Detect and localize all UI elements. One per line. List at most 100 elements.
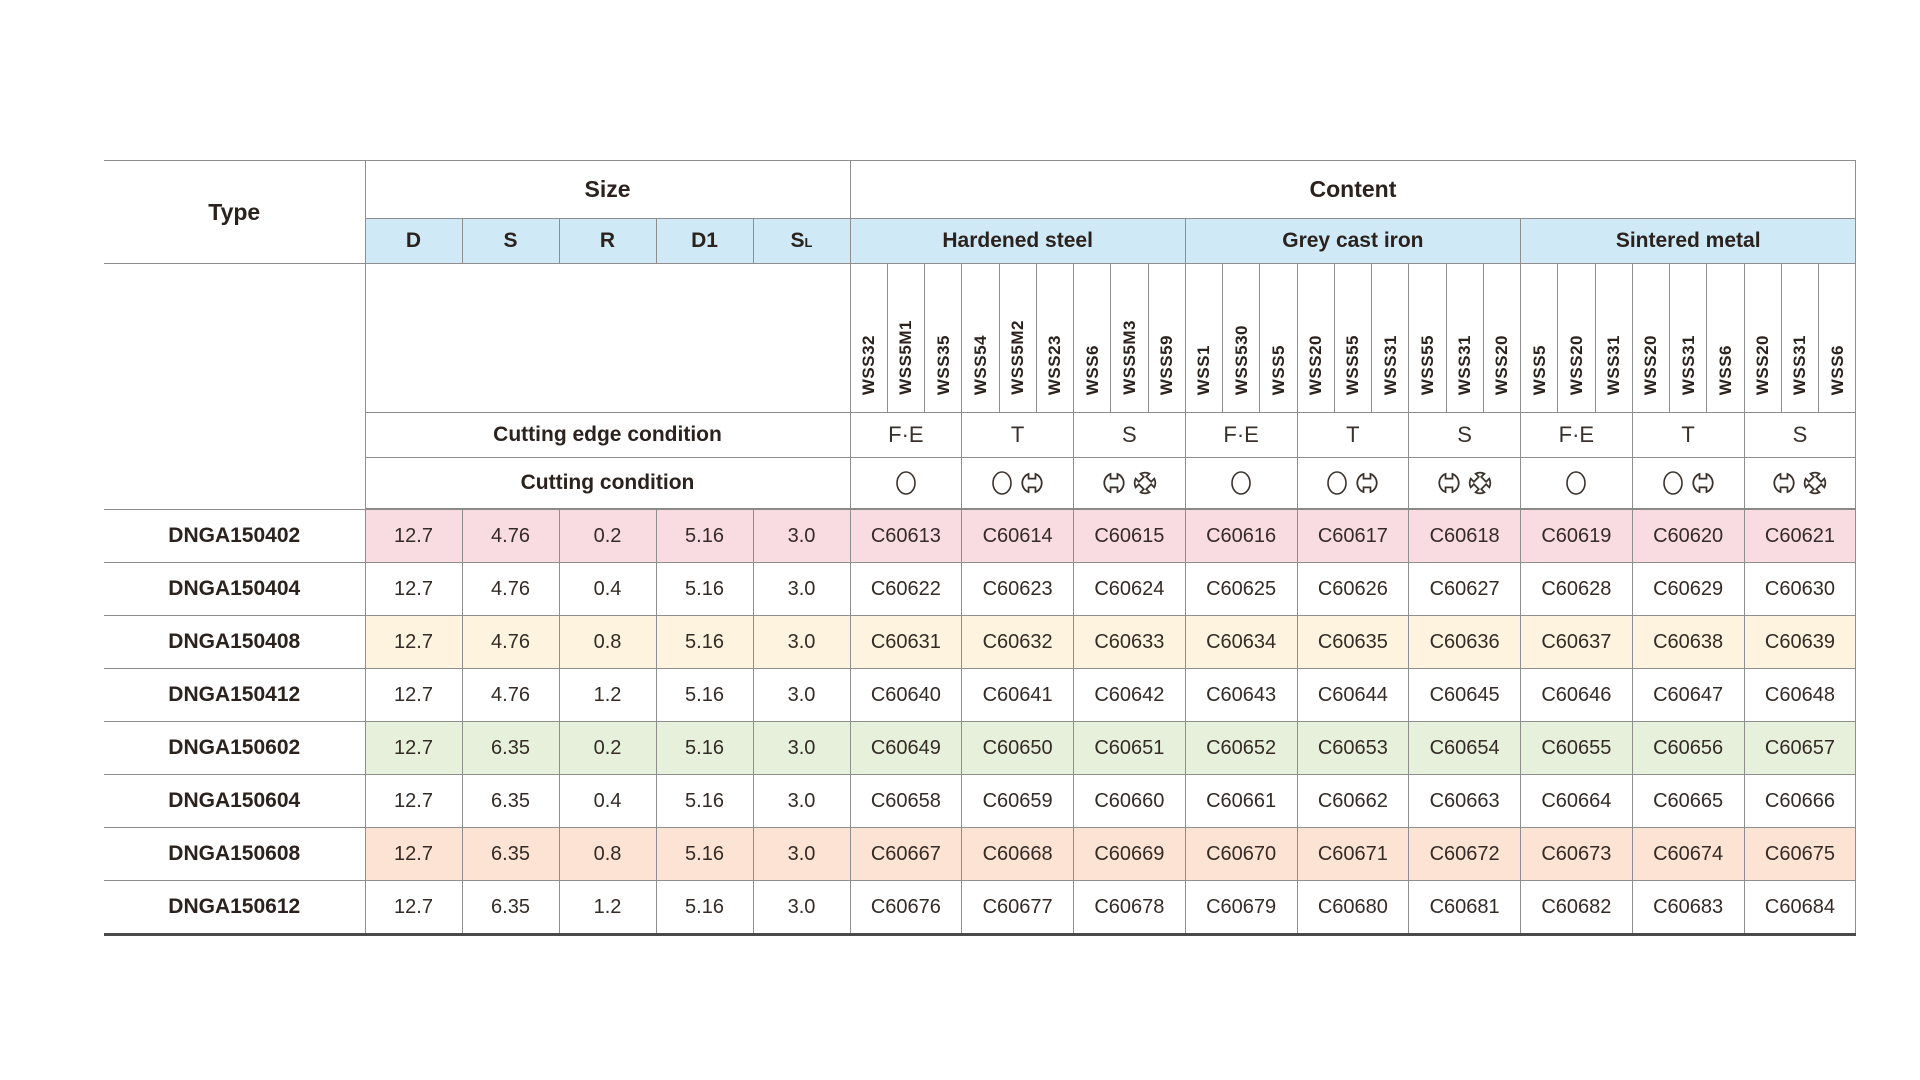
order-code-cell: C60641 [961,668,1074,722]
order-code-cell: C60647 [1631,668,1745,722]
order-code-cell: C60620 [1631,508,1745,563]
size-d-cell: 12.7 [364,880,463,936]
wss-grade-header: WSS54 [961,263,1000,413]
wss-grade-header: WSS20 [1296,263,1335,413]
order-code-cell: C60678 [1073,880,1186,936]
size-d1-cell: 5.16 [655,774,754,828]
type-column-spacer [104,263,366,509]
order-code-cell: C60679 [1184,880,1298,936]
continuous-cut-icon [1229,469,1253,497]
size-d1-cell: 5.16 [655,615,754,669]
wss-grade-header: WSS20 [1482,263,1522,413]
heavily-interrupted-cut-icon [1467,470,1493,496]
col-header-sl: SL [752,218,851,264]
size-d-cell: 12.7 [364,668,463,722]
wss-grade-header: WSS6 [1072,263,1112,413]
wss-grade-header: WSS59 [1147,263,1186,413]
order-code-cell: C60656 [1631,721,1745,775]
order-code-cell: C60619 [1520,508,1633,563]
type-cell: DNGA150602 [104,721,366,775]
size-sl-cell: 3.0 [752,508,851,563]
wss-grade-header: WSS5 [1519,263,1559,413]
order-code-cell: C60657 [1743,721,1857,775]
size-d1-cell: 5.16 [655,668,754,722]
spec-table: Type Size Content D S R D1 SL Hardened s… [104,160,1857,936]
order-code-cell: C60658 [849,774,963,828]
continuous-cut-icon [1325,469,1349,497]
order-code-cell: C60672 [1408,827,1521,881]
size-r-cell: 1.2 [558,668,657,722]
size-sl-cell: 3.0 [752,880,851,936]
order-code-cell: C60671 [1296,827,1410,881]
order-code-cell: C60615 [1073,508,1186,563]
col-header-d1: D1 [655,218,754,264]
order-code-cell: C60644 [1296,668,1410,722]
order-code-cell: C60655 [1520,721,1633,775]
continuous-cut-icon [990,469,1014,497]
wss-grade-header: WSS55 [1408,263,1447,413]
order-code-cell: C60634 [1184,615,1298,669]
order-code-cell: C60676 [849,880,963,936]
order-code-cell: C60663 [1408,774,1521,828]
wss-grade-header: WSS5 [1259,263,1298,413]
type-cell: DNGA150412 [104,668,366,722]
edge-condition-s: S [1743,412,1857,458]
edge-condition-fe: F·E [849,412,963,458]
size-s-cell: 6.35 [461,827,560,881]
order-code-cell: C60630 [1743,562,1857,616]
size-d-cell: 12.7 [364,721,463,775]
group-header-grey-cast-iron: Grey cast iron [1184,218,1522,264]
order-code-cell: C60627 [1408,562,1521,616]
wss-grade-header: WSS32 [849,263,888,413]
size-r-cell: 0.8 [558,827,657,881]
order-code-cell: C60667 [849,827,963,881]
wss-grade-header: WSS31 [1668,263,1708,413]
wss-grade-header: WSS35 [923,263,963,413]
size-s-cell: 4.76 [461,508,560,563]
size-s-cell: 6.35 [461,880,560,936]
order-code-cell: C60646 [1520,668,1633,722]
order-code-cell: C60645 [1408,668,1521,722]
continuous-cut-icon [1564,469,1588,497]
order-code-cell: C60662 [1296,774,1410,828]
content-header: Content [849,160,1857,219]
order-code-cell: C60674 [1631,827,1745,881]
col-header-r: R [558,218,657,264]
order-code-cell: C60621 [1743,508,1857,563]
size-r-cell: 1.2 [558,880,657,936]
order-code-cell: C60622 [849,562,963,616]
order-code-cell: C60668 [961,827,1074,881]
table-row: DNGA150608 12.7 6.35 0.8 5.16 3.0 C60667… [104,827,1857,881]
order-code-cell: C60639 [1743,615,1857,669]
size-d1-cell: 5.16 [655,562,754,616]
edge-condition-fe: F·E [1184,412,1298,458]
table-row: DNGA150602 12.7 6.35 0.2 5.16 3.0 C60649… [104,721,1857,775]
table-row: DNGA150404 12.7 4.76 0.4 5.16 3.0 C60622… [104,562,1857,616]
order-code-cell: C60637 [1520,615,1633,669]
table-row: DNGA150412 12.7 4.76 1.2 5.16 3.0 C60640… [104,668,1857,722]
order-code-cell: C60649 [849,721,963,775]
order-code-cell: C60632 [961,615,1074,669]
wss-grade-header: WSS31 [1370,263,1410,413]
group-header-sintered-metal: Sintered metal [1519,218,1857,264]
wss-grade-header: WSS20 [1631,263,1671,413]
order-code-cell: C60625 [1184,562,1298,616]
order-code-cell: C60623 [961,562,1074,616]
order-code-cell: C60660 [1073,774,1186,828]
size-r-cell: 0.4 [558,774,657,828]
table-row: DNGA150612 12.7 6.35 1.2 5.16 3.0 C60676… [104,880,1857,936]
size-sl-cell: 3.0 [752,721,851,775]
order-code-cell: C60653 [1296,721,1410,775]
size-d-cell: 12.7 [364,615,463,669]
order-code-cell: C60613 [849,508,963,563]
type-cell: DNGA150402 [104,508,366,563]
order-code-cell: C60659 [961,774,1074,828]
size-d-cell: 12.7 [364,827,463,881]
order-code-cell: C60677 [961,880,1074,936]
size-d1-cell: 5.16 [655,721,754,775]
wss-grade-header: WSS20 [1743,263,1782,413]
order-code-cell: C60636 [1408,615,1521,669]
order-code-cell: C60652 [1184,721,1298,775]
order-code-cell: C60684 [1743,880,1857,936]
